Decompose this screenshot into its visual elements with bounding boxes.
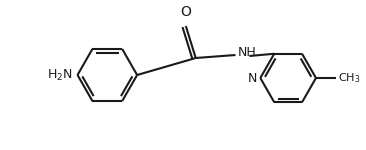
Text: N: N (248, 72, 257, 86)
Text: NH: NH (238, 45, 256, 58)
Text: CH$_3$: CH$_3$ (338, 71, 360, 85)
Text: H$_2$N: H$_2$N (47, 68, 72, 82)
Text: O: O (180, 5, 191, 19)
